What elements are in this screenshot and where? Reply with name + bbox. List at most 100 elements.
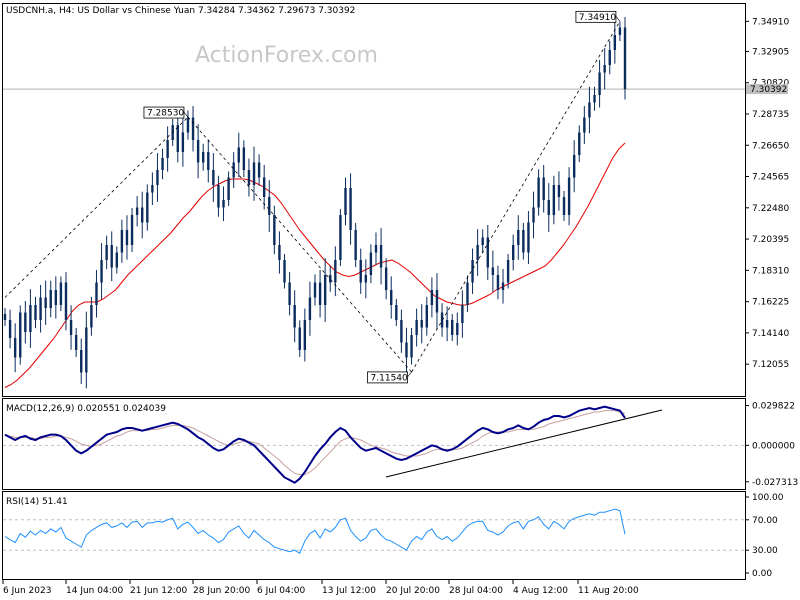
candle-body: [506, 260, 510, 283]
candle-body: [461, 305, 464, 323]
x-tick-label: 21 Jun 12:00: [130, 586, 187, 596]
candle-body: [567, 177, 571, 215]
macd-trendline: [385, 409, 663, 478]
candle-body: [537, 177, 540, 208]
candle-body: [557, 185, 561, 197]
candle-body: [425, 305, 429, 328]
candle-body: [130, 215, 134, 245]
candle-body: [232, 162, 235, 178]
candle-body: [151, 185, 154, 193]
x-tick-label: 20 Jul 20:00: [386, 586, 440, 596]
candle-body: [115, 252, 119, 268]
candle-body: [379, 245, 383, 268]
candle-body: [598, 72, 601, 95]
price-panel: [2, 3, 746, 397]
macd-tick-label: -0.027313: [752, 478, 798, 488]
candle-body: [191, 117, 195, 140]
candle-body: [527, 222, 530, 253]
candle-body: [161, 158, 164, 170]
candle-body: [618, 27, 622, 35]
candle-body: [268, 197, 271, 215]
candle-body: [273, 215, 276, 245]
candle-body: [491, 267, 495, 275]
candle-body: [405, 342, 408, 358]
candle-body: [100, 260, 103, 283]
rsi-tick-label: 0.00: [752, 569, 772, 579]
rsi-line: [4, 508, 626, 554]
x-tick-label: 11 Aug 20:00: [578, 586, 639, 596]
candle-body: [74, 335, 78, 350]
candle-body: [562, 197, 566, 215]
candle-body: [572, 155, 576, 178]
candle-body: [415, 320, 418, 335]
macd-tick-label: 0.029822: [752, 402, 795, 412]
x-tick-label: 6 Jun 2023: [3, 586, 51, 596]
candle-body: [252, 162, 256, 185]
price-tick-label: 7.30820: [752, 79, 789, 89]
price-tick-label: 7.26650: [752, 141, 789, 151]
candle-body: [156, 170, 159, 185]
price-tick-label: 7.14140: [752, 329, 789, 339]
current-price-label: 7.30392: [750, 85, 787, 95]
candle-body: [608, 50, 611, 65]
x-tick-label: 4 Aug 12:00: [513, 586, 568, 596]
candle-body: [212, 170, 215, 185]
candle-body: [64, 282, 68, 320]
candle-body: [85, 327, 88, 373]
candle-body: [374, 245, 378, 253]
symbol-header: USDCNH.a, H4: US Dollar vs Chinese Yuan …: [6, 6, 355, 16]
candle-body: [278, 245, 281, 260]
candle-body: [339, 215, 342, 260]
price-tick-label: 7.32905: [752, 47, 789, 57]
candle-body: [298, 327, 301, 350]
rsi-tick-label: 100.00: [752, 493, 784, 503]
candle-body: [552, 185, 556, 215]
price-annotation-label: 7.28530: [147, 109, 184, 119]
price-tick-label: 7.24565: [752, 173, 789, 183]
candle-body: [578, 132, 581, 155]
candle-body: [293, 305, 296, 328]
macd-signal-line: [5, 410, 626, 476]
x-tick-label: 13 Jul 12:00: [322, 586, 376, 596]
candle-body: [420, 320, 423, 328]
candle-body: [400, 320, 403, 343]
candle-body: [8, 320, 12, 338]
candle-body: [390, 290, 393, 305]
candle-body: [186, 117, 190, 133]
candle-body: [359, 260, 362, 283]
candle-body: [141, 207, 144, 223]
candle-body: [384, 267, 388, 290]
candle-body: [227, 177, 230, 200]
candle-body: [364, 275, 368, 283]
candle-body: [456, 323, 459, 335]
candle-body: [334, 260, 337, 283]
price-annotation-box: [575, 10, 617, 23]
current-price-box: [746, 84, 788, 95]
candle-body: [29, 305, 32, 332]
candle-body: [59, 282, 63, 305]
x-tick-label: 28 Jun 20:00: [193, 586, 250, 596]
candle-body: [410, 335, 413, 358]
candle-body: [120, 230, 124, 253]
price-annotation-box: [367, 371, 408, 384]
candle-body: [49, 290, 52, 308]
candle-body: [451, 320, 454, 335]
candle-body: [13, 338, 17, 358]
candle-body: [354, 230, 357, 260]
x-tick-label: 14 Jun 04:00: [66, 586, 123, 596]
candle-body: [501, 282, 505, 290]
candle-body: [344, 188, 347, 215]
candle-body: [496, 275, 500, 290]
candle-body: [349, 188, 352, 230]
price-annotation-leader: [183, 111, 189, 118]
price-tick-label: 7.28735: [752, 110, 789, 120]
candle-body: [288, 282, 291, 305]
price-tick-label: 7.22480: [752, 204, 789, 214]
candle-body: [547, 200, 550, 215]
zigzag-line: [411, 21, 621, 373]
candle-body: [583, 117, 586, 133]
candle-body: [257, 162, 261, 178]
candle-body: [80, 350, 83, 373]
candle-body: [313, 282, 317, 298]
